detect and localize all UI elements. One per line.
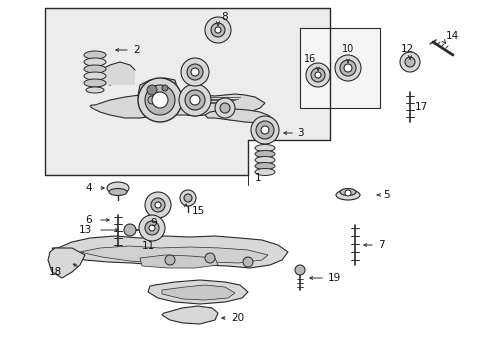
Circle shape xyxy=(139,215,164,241)
Text: 15: 15 xyxy=(192,206,205,216)
Ellipse shape xyxy=(254,150,274,157)
Circle shape xyxy=(339,60,355,76)
Polygon shape xyxy=(204,109,271,123)
Circle shape xyxy=(243,257,252,267)
Circle shape xyxy=(186,64,203,80)
Circle shape xyxy=(404,57,414,67)
Text: 6: 6 xyxy=(85,215,92,225)
Text: 4: 4 xyxy=(85,183,92,193)
Circle shape xyxy=(164,255,175,265)
Circle shape xyxy=(210,23,224,37)
Text: 9: 9 xyxy=(150,218,157,228)
Circle shape xyxy=(147,85,157,95)
Ellipse shape xyxy=(254,162,274,170)
Text: 10: 10 xyxy=(341,44,353,54)
Circle shape xyxy=(148,96,156,104)
Circle shape xyxy=(294,265,305,275)
Polygon shape xyxy=(90,62,135,85)
Polygon shape xyxy=(52,236,287,268)
Circle shape xyxy=(305,63,329,87)
Circle shape xyxy=(124,224,136,236)
Text: 19: 19 xyxy=(327,273,341,283)
Ellipse shape xyxy=(84,65,106,73)
Circle shape xyxy=(179,84,210,116)
Bar xyxy=(299,28,379,108)
Polygon shape xyxy=(162,306,218,324)
Ellipse shape xyxy=(84,58,106,66)
Text: 11: 11 xyxy=(141,241,154,251)
Ellipse shape xyxy=(86,87,104,93)
Circle shape xyxy=(310,68,325,82)
Polygon shape xyxy=(90,70,135,85)
Circle shape xyxy=(314,72,320,78)
Circle shape xyxy=(215,27,221,33)
Circle shape xyxy=(183,194,192,202)
Text: 13: 13 xyxy=(79,225,92,235)
Polygon shape xyxy=(48,248,85,278)
Circle shape xyxy=(152,92,168,108)
Circle shape xyxy=(204,253,215,263)
Ellipse shape xyxy=(84,72,106,80)
Ellipse shape xyxy=(254,157,274,163)
Polygon shape xyxy=(45,8,329,175)
Text: 1: 1 xyxy=(254,173,261,183)
Circle shape xyxy=(345,190,350,196)
Text: 2: 2 xyxy=(133,45,140,55)
Polygon shape xyxy=(90,93,264,120)
Ellipse shape xyxy=(254,168,274,175)
Ellipse shape xyxy=(335,190,359,200)
Polygon shape xyxy=(140,255,218,268)
Circle shape xyxy=(145,85,175,115)
Text: 17: 17 xyxy=(414,102,427,112)
Text: 7: 7 xyxy=(377,240,384,250)
Polygon shape xyxy=(80,246,267,263)
Polygon shape xyxy=(162,285,235,300)
Circle shape xyxy=(180,190,196,206)
Circle shape xyxy=(204,17,230,43)
Circle shape xyxy=(220,103,229,113)
Circle shape xyxy=(162,85,168,91)
Ellipse shape xyxy=(84,51,106,59)
Circle shape xyxy=(155,202,161,208)
Polygon shape xyxy=(148,280,247,304)
Text: 14: 14 xyxy=(445,31,458,41)
Circle shape xyxy=(145,221,159,235)
Circle shape xyxy=(151,198,164,212)
Ellipse shape xyxy=(107,182,129,194)
Circle shape xyxy=(261,126,268,134)
Text: 12: 12 xyxy=(400,44,413,54)
Text: 20: 20 xyxy=(230,313,244,323)
Circle shape xyxy=(399,52,419,72)
Ellipse shape xyxy=(339,189,355,195)
Text: 16: 16 xyxy=(303,54,315,64)
Ellipse shape xyxy=(109,189,127,195)
Circle shape xyxy=(190,95,200,105)
Circle shape xyxy=(250,116,279,144)
Circle shape xyxy=(184,90,204,110)
Circle shape xyxy=(215,98,235,118)
Circle shape xyxy=(334,55,360,81)
Circle shape xyxy=(256,121,273,139)
Text: 8: 8 xyxy=(221,12,227,22)
Text: 5: 5 xyxy=(382,190,389,200)
Circle shape xyxy=(181,58,208,86)
Polygon shape xyxy=(138,78,178,107)
Circle shape xyxy=(138,78,182,122)
Ellipse shape xyxy=(84,79,106,87)
Text: 3: 3 xyxy=(296,128,303,138)
Text: 18: 18 xyxy=(49,267,62,277)
Circle shape xyxy=(343,64,351,72)
Circle shape xyxy=(191,68,199,76)
Ellipse shape xyxy=(254,144,274,152)
Circle shape xyxy=(149,225,155,231)
Circle shape xyxy=(145,192,171,218)
